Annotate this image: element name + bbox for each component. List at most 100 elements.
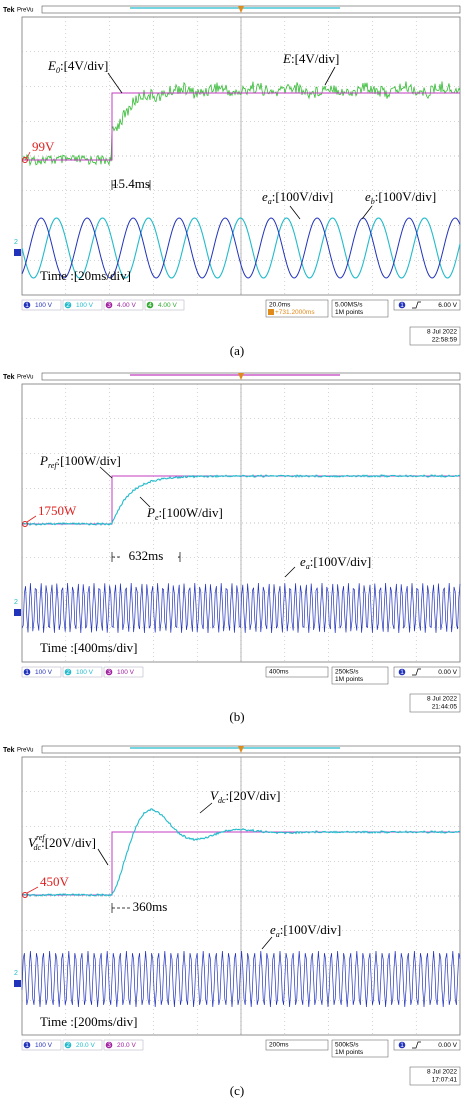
channel-badge (23, 1041, 31, 1049)
mode: PreVu (17, 8, 33, 14)
channel-badge (23, 301, 31, 309)
label-base: V (210, 788, 220, 803)
caption: (a) (230, 343, 244, 358)
clock: 17:07:41 (432, 1077, 458, 1084)
label-pointer (284, 566, 296, 578)
value-annotation: 450V (40, 874, 70, 889)
annotation-bg (130, 902, 196, 914)
scope-panel: Tek PreVu1750W632msPref:[100W/div]Pe:[100… (3, 372, 461, 724)
position-icon (268, 309, 274, 315)
channel-badge (105, 301, 113, 309)
label-sub: e (155, 513, 159, 522)
label-sub: dc (218, 796, 226, 805)
label-sub: b (371, 197, 375, 206)
label-rest: :[4V/div] (60, 58, 108, 73)
label-base: P (146, 505, 155, 520)
mode: PreVu (17, 748, 33, 754)
label-rest: :[20V/div] (226, 788, 281, 803)
trigger-level: 6.00 V (438, 302, 457, 309)
label-base: E (47, 58, 56, 73)
channel-number: 1 (25, 302, 29, 309)
trace-ch2 (21, 474, 461, 526)
label-base: V (28, 835, 38, 850)
channel-box (21, 1039, 62, 1051)
label-rest: :[100V/div] (310, 554, 371, 569)
channel-badge (64, 668, 72, 676)
record-length: 1M points (335, 1049, 364, 1056)
label-base: e (365, 189, 371, 204)
record-length: 1M points (335, 309, 364, 316)
ch-marker: 2 (14, 970, 18, 977)
slope-icon (412, 668, 421, 676)
trace-label: E:[4V/div] (282, 51, 339, 66)
channel-scale: 100 V (35, 1042, 53, 1049)
horizontal-scale: 20.0ms (269, 302, 291, 309)
record-length: 1M points (335, 676, 364, 683)
label-base: E (282, 51, 291, 66)
channel-box (103, 299, 144, 311)
date-box (409, 1066, 461, 1086)
trigger-badge (398, 301, 406, 309)
interval-annotation: 360ms (133, 899, 168, 914)
channel-box (103, 666, 144, 678)
label-pointer (361, 205, 373, 220)
date: 8 Jul 2022 (427, 696, 457, 703)
interval-annotation: 632ms (129, 548, 164, 563)
trace-label: Pref:[100W/div] (39, 453, 121, 470)
start-marker (22, 521, 28, 527)
channel-box (21, 299, 62, 311)
channel-scale: 100 V (35, 669, 53, 676)
channel-box (103, 1039, 144, 1051)
timebase: Time :[200ms/div] (40, 1014, 137, 1029)
channel-box (62, 666, 103, 678)
timebase: Time :[400ms/div] (40, 640, 137, 655)
channel-badge (23, 668, 31, 676)
trigger-level: 0.00 V (438, 669, 457, 676)
label-sub: 0 (56, 66, 60, 75)
channel-number: 3 (107, 1042, 111, 1049)
channel-number: 3 (107, 302, 111, 309)
trigger-badge (398, 668, 406, 676)
annotation-bg (120, 551, 178, 563)
channel-number: 1 (25, 1042, 29, 1049)
annotation-bg (118, 179, 146, 191)
label-rest: :[100V/div] (280, 922, 341, 937)
channel-box (144, 299, 185, 311)
trace-label: ea:[100V/div] (262, 189, 333, 206)
ch-marker: 2 (14, 599, 18, 606)
label-pointer (261, 936, 273, 950)
sample-rate: 250kS/s (335, 669, 359, 676)
trace-label: E0:[4V/div] (47, 58, 108, 75)
ch-marker: 2 (14, 239, 18, 246)
pointer (26, 515, 37, 523)
acquisition-box (331, 299, 389, 318)
trigger-marker (238, 746, 244, 753)
pointer (26, 886, 39, 894)
label-base: e (300, 554, 306, 569)
trigger-box (393, 666, 461, 678)
ch-marker-box (14, 249, 21, 256)
record-bar (41, 372, 461, 381)
channel-number: 3 (107, 669, 111, 676)
pointer (26, 151, 31, 159)
channel-scale: 20.0 V (76, 1042, 95, 1049)
date: 8 Jul 2022 (427, 329, 457, 336)
channel-number: 2 (66, 1042, 70, 1049)
channel-number: 2 (66, 669, 70, 676)
caption: (b) (229, 709, 244, 724)
acquisition-box (331, 1039, 389, 1058)
label-sub: a (276, 930, 280, 939)
channel-number: 2 (66, 302, 70, 309)
channel-box (21, 666, 62, 678)
trace-label: Pe:[100W/div] (146, 505, 223, 522)
label-base: e (270, 922, 276, 937)
horizontal-position: +731.2000ms (275, 309, 315, 316)
channel-scale: 100 V (76, 669, 94, 676)
date-box (409, 693, 461, 713)
slope-icon (412, 1041, 421, 1049)
channel-badge (105, 668, 113, 676)
trace-label: Vdc:[20V/div] (210, 788, 280, 805)
